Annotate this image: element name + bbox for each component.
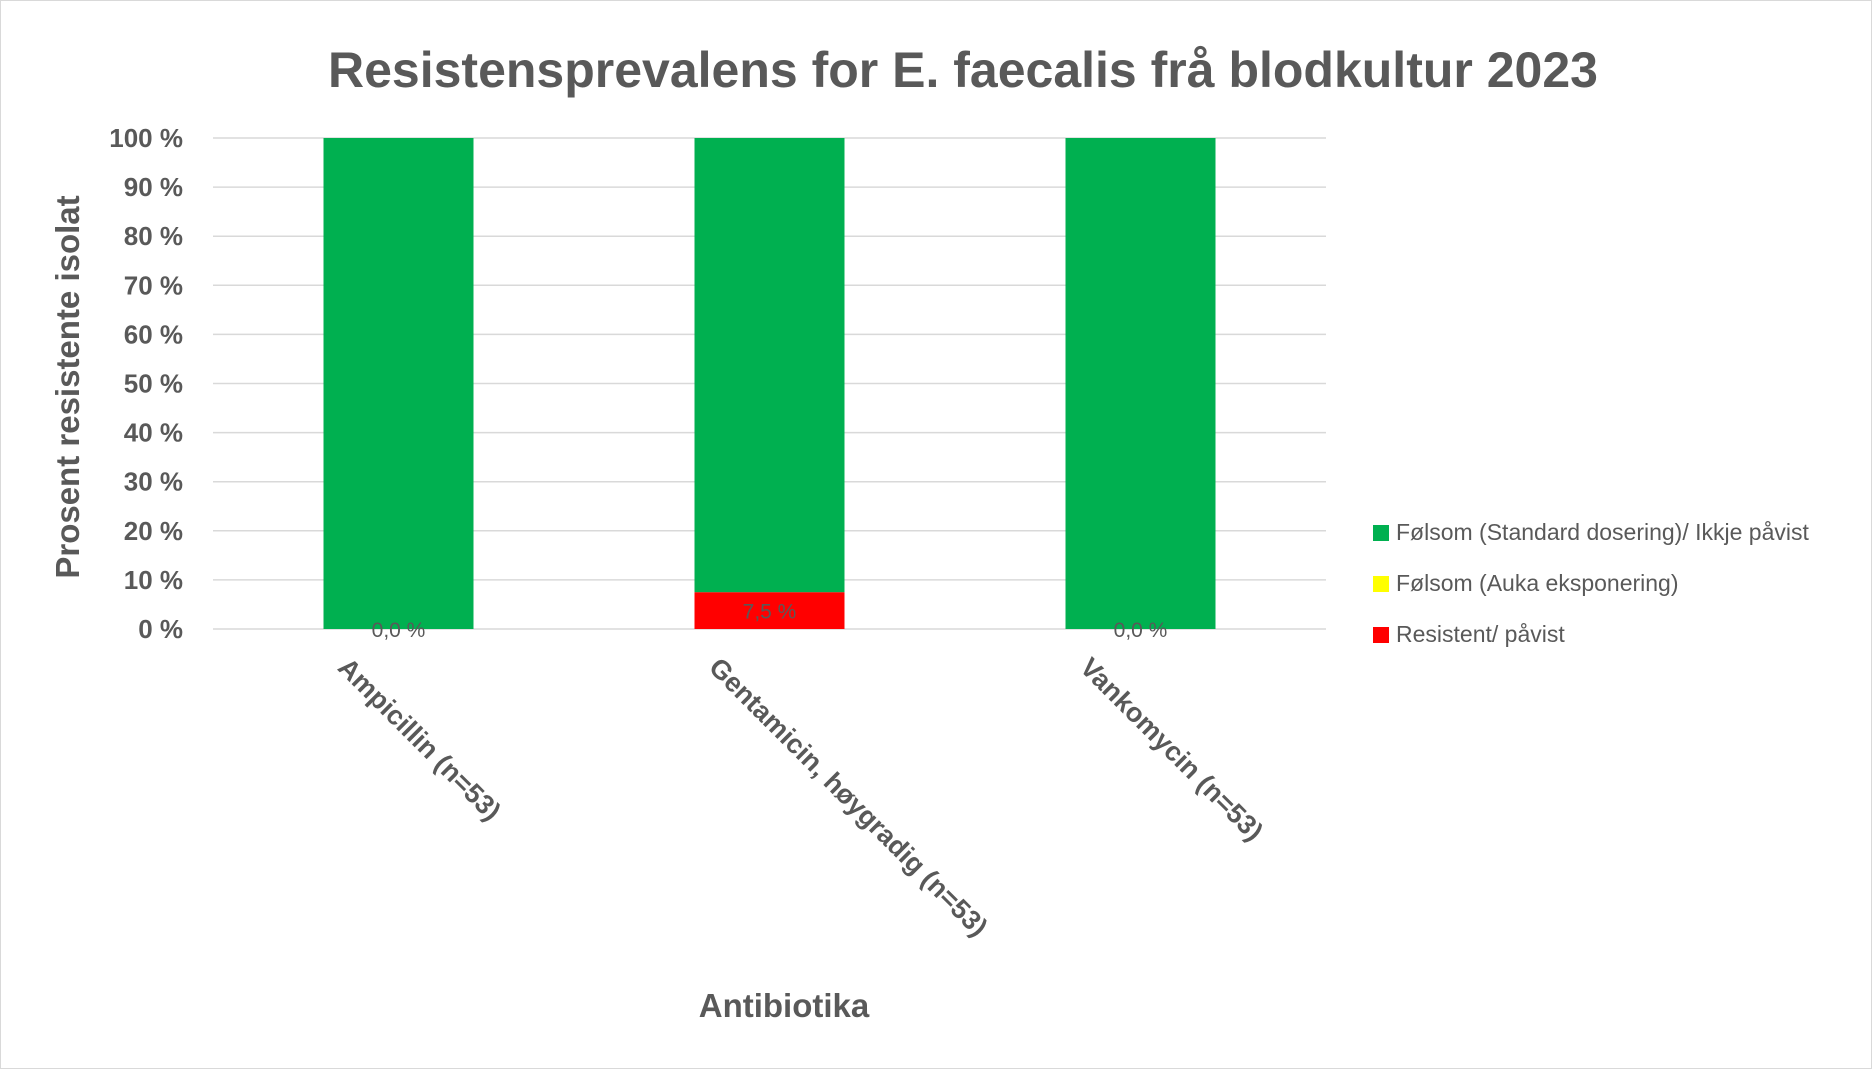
y-tick-label: 60 % bbox=[124, 319, 183, 349]
y-axis-title: Prosent resistente isolat bbox=[49, 195, 86, 578]
data-label: 7,5 % bbox=[743, 601, 797, 624]
legend: Følsom (Standard dosering)/ Ikkje påvist… bbox=[1373, 519, 1809, 647]
data-label: 0,0 % bbox=[372, 619, 426, 642]
bars bbox=[323, 138, 1216, 629]
legend-swatch bbox=[1373, 525, 1389, 541]
legend-entry: Følsom (Standard dosering)/ Ikkje påvist bbox=[1396, 519, 1809, 545]
x-category-label: Ampicillin (n=53) bbox=[332, 652, 507, 827]
y-tick-label: 30 % bbox=[124, 467, 183, 497]
y-tick-label: 50 % bbox=[124, 369, 183, 399]
legend-entry: Følsom (Auka eksponering) bbox=[1396, 570, 1679, 596]
legend-swatch bbox=[1373, 576, 1389, 592]
x-axis-categories: Ampicillin (n=53) Gentamicin, høygradig (… bbox=[332, 652, 1269, 942]
y-tick-label: 100 % bbox=[109, 123, 183, 153]
chart-title: Resistensprevalens for E. faecalis frå b… bbox=[328, 42, 1598, 98]
data-label: 0,0 % bbox=[1114, 619, 1168, 642]
bar-segment bbox=[694, 592, 845, 629]
y-tick-label: 70 % bbox=[124, 270, 183, 300]
y-tick-label: 10 % bbox=[124, 565, 183, 595]
y-tick-label: 40 % bbox=[124, 418, 183, 448]
x-axis-title: Antibiotika bbox=[699, 987, 870, 1024]
x-category-label: Gentamicin, høygradig (n=53) bbox=[703, 652, 993, 942]
legend-swatch bbox=[1373, 627, 1389, 643]
data-labels: 0,0 % 7,5 % 0,0 % bbox=[372, 601, 1168, 642]
y-axis-ticks: 0 % 10 % 20 % 30 % 40 % 50 % 60 % 70 % 80 % 90 % 1… bbox=[109, 123, 183, 644]
bar-segment bbox=[694, 138, 845, 593]
legend-entry: Resistent/ påvist bbox=[1396, 621, 1565, 647]
y-tick-label: 90 % bbox=[124, 172, 183, 202]
bar-segment bbox=[1065, 138, 1216, 629]
x-category-label: Vankomycin (n=53) bbox=[1074, 652, 1269, 847]
y-tick-label: 80 % bbox=[124, 221, 183, 251]
y-tick-label: 20 % bbox=[124, 516, 183, 546]
bar-segment bbox=[323, 138, 474, 629]
y-tick-label: 0 % bbox=[138, 614, 183, 644]
